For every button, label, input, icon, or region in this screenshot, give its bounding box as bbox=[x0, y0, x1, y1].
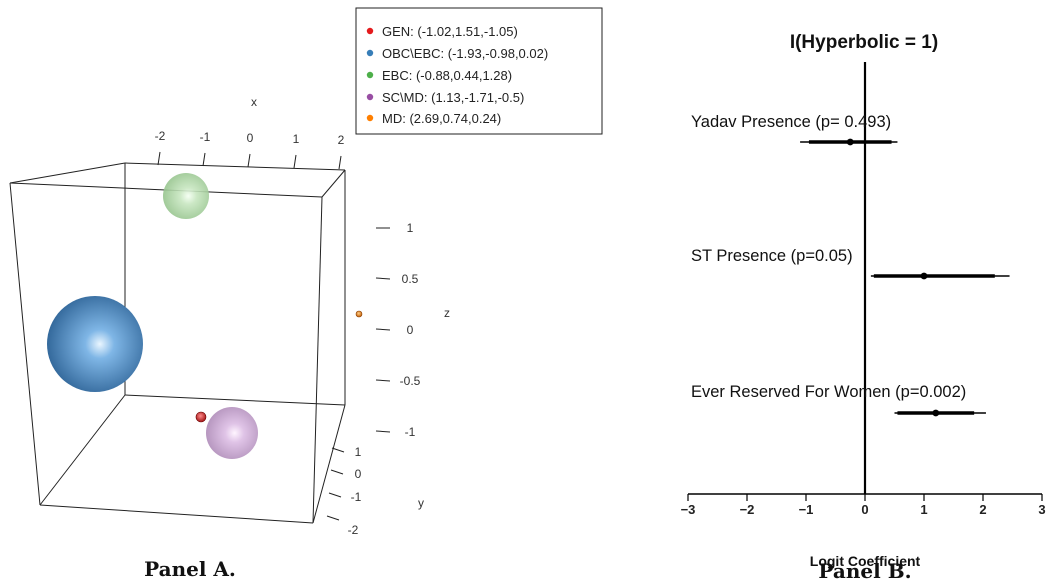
x-tick-label: −3 bbox=[681, 502, 696, 517]
x-axis-label: Logit Coefficient bbox=[810, 553, 921, 569]
point-md bbox=[355, 310, 363, 318]
x-tick-label: 2 bbox=[979, 502, 986, 517]
point-ebc bbox=[163, 173, 209, 219]
panel-a-3d-scatter: -2 -1 0 1 2 x 1 0.5 0 -0.5 -1 z bbox=[9, 7, 603, 581]
y-tick-label: 1 bbox=[355, 445, 362, 459]
legend-item: OBC\EBC: (-1.93,-0.98,0.02) bbox=[366, 46, 548, 61]
x-tick-label: -1 bbox=[200, 130, 211, 144]
estimate-point bbox=[932, 409, 940, 417]
legend-marker bbox=[366, 49, 374, 57]
legend-item: SC\MD: (1.13,-1.71,-0.5) bbox=[366, 90, 524, 105]
x-tick-label: 0 bbox=[247, 131, 254, 145]
row-label: Yadav Presence (p= 0.493) bbox=[691, 113, 891, 131]
x-axis-b: −3 −2 −1 0 1 2 3 bbox=[681, 493, 1046, 517]
x-axis-label: x bbox=[251, 95, 257, 109]
point-gen bbox=[195, 411, 207, 423]
estimate-point bbox=[846, 138, 854, 146]
legend-marker bbox=[366, 71, 374, 79]
legend: GEN: (-1.02,1.51,-1.05) OBC\EBC: (-1.93,… bbox=[355, 7, 603, 135]
legend-label: MD: (2.69,0.74,0.24) bbox=[382, 111, 501, 126]
panel-b-caption: Panel B. bbox=[818, 559, 911, 583]
coefficient-rows: Yadav Presence (p= 0.493) ST Presence (p=… bbox=[691, 113, 1010, 417]
x-tick-label: 1 bbox=[293, 132, 300, 146]
coefficient-row: Yadav Presence (p= 0.493) bbox=[691, 113, 898, 146]
z-tick-label: -1 bbox=[405, 425, 416, 439]
legend-marker bbox=[366, 93, 374, 101]
box-back-edges bbox=[124, 162, 346, 406]
z-axis-label: z bbox=[444, 306, 450, 320]
x-tick-label: -2 bbox=[155, 129, 166, 143]
coefficient-row: Ever Reserved For Women (p=0.002) bbox=[691, 383, 986, 417]
y-tick-label: 0 bbox=[355, 467, 362, 481]
x-tick-label: 1 bbox=[920, 502, 927, 517]
x-tick-label: −1 bbox=[799, 502, 814, 517]
y-tick-label: -2 bbox=[348, 523, 359, 537]
legend-item: EBC: (-0.88,0.44,1.28) bbox=[366, 68, 512, 83]
x-tick-label: −2 bbox=[740, 502, 755, 517]
point-sc-md bbox=[206, 407, 258, 459]
legend-item: GEN: (-1.02,1.51,-1.05) bbox=[366, 24, 518, 39]
y-axis: 1 0 -1 -2 y bbox=[326, 445, 424, 537]
x-tick-label: 2 bbox=[338, 133, 345, 147]
y-axis-label: y bbox=[418, 496, 424, 510]
row-label: ST Presence (p=0.05) bbox=[691, 247, 853, 265]
legend-marker bbox=[366, 114, 374, 122]
x-tick-label: 3 bbox=[1038, 502, 1045, 517]
legend-item: MD: (2.69,0.74,0.24) bbox=[366, 111, 501, 126]
z-axis: 1 0.5 0 -0.5 -1 z bbox=[375, 221, 450, 439]
legend-label: GEN: (-1.02,1.51,-1.05) bbox=[382, 24, 518, 39]
points bbox=[47, 173, 363, 459]
estimate-point bbox=[920, 272, 928, 280]
x-axis: -2 -1 0 1 2 x bbox=[155, 95, 345, 170]
panel-b-forest-plot: I(Hyperbolic = 1) −3 −2 −1 0 1 2 3 Yadav Prese… bbox=[681, 32, 1046, 583]
point-obc-ebc bbox=[47, 296, 143, 392]
coefficient-row: ST Presence (p=0.05) bbox=[691, 247, 1010, 280]
legend-label: EBC: (-0.88,0.44,1.28) bbox=[382, 68, 512, 83]
box-front-edges bbox=[9, 162, 346, 524]
z-tick-label: 0.5 bbox=[402, 272, 419, 286]
x-tick-label: 0 bbox=[861, 502, 868, 517]
row-label: Ever Reserved For Women (p=0.002) bbox=[691, 383, 966, 401]
z-tick-label: 1 bbox=[407, 221, 414, 235]
z-tick-label: -0.5 bbox=[400, 374, 421, 388]
legend-marker bbox=[366, 27, 374, 35]
legend-label: OBC\EBC: (-1.93,-0.98,0.02) bbox=[382, 46, 548, 61]
y-tick-label: -1 bbox=[351, 490, 362, 504]
z-tick-label: 0 bbox=[407, 323, 414, 337]
legend-label: SC\MD: (1.13,-1.71,-0.5) bbox=[382, 90, 524, 105]
panel-a-caption: Panel A. bbox=[144, 557, 236, 581]
chart-title: I(Hyperbolic = 1) bbox=[790, 32, 938, 53]
